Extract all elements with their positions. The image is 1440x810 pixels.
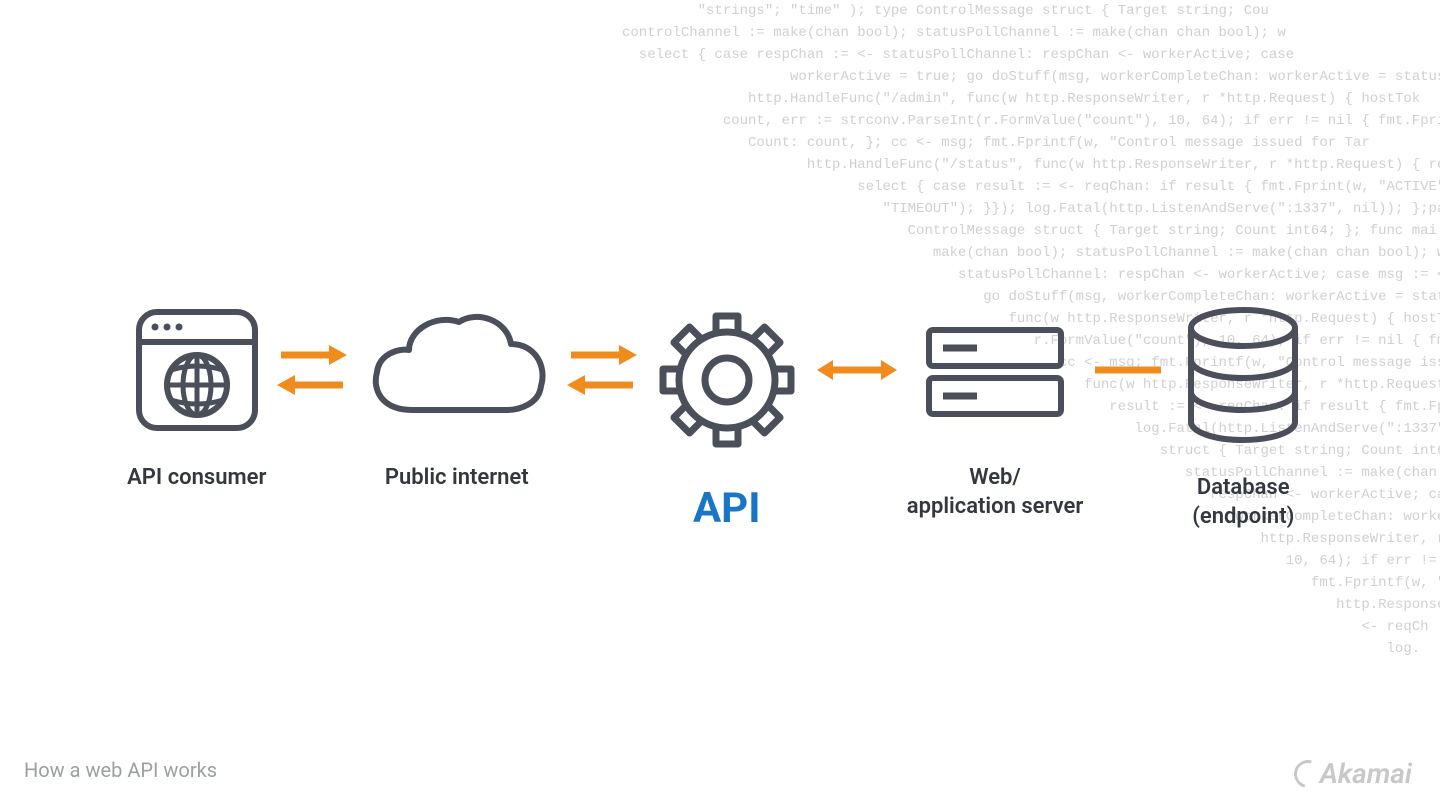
brand-text: Akamai: [1320, 757, 1412, 790]
node-api-consumer: API consumer: [127, 300, 267, 493]
node-database: Database (endpoint): [1173, 300, 1313, 531]
line-connector-icon: [1093, 364, 1163, 376]
arrow-right-icon: [567, 343, 637, 367]
arrow-left-icon: [567, 373, 637, 397]
connector-server-database: [1093, 300, 1163, 440]
label-server: Web/ application server: [907, 464, 1084, 521]
servers-icon: [915, 300, 1075, 440]
diagram-caption: How a web API works: [24, 758, 217, 782]
cloud-icon: [357, 300, 557, 440]
label-database: Database (endpoint): [1192, 474, 1294, 531]
arrow-left-icon: [277, 373, 347, 397]
connector-internet-api: [567, 300, 637, 440]
node-public-internet: Public internet: [357, 300, 557, 493]
api-flow-diagram: API consumer Public internet: [0, 300, 1440, 533]
node-api: API: [647, 300, 807, 533]
label-public-internet: Public internet: [385, 464, 529, 493]
label-api-consumer: API consumer: [127, 464, 266, 493]
node-server: Web/ application server: [907, 300, 1084, 521]
brand-logo: Akamai: [1294, 757, 1412, 790]
gear-icon: [647, 300, 807, 460]
database-icon: [1173, 300, 1313, 450]
label-api: API: [693, 484, 761, 533]
connector-consumer-internet: [277, 300, 347, 440]
browser-globe-icon: [127, 300, 267, 440]
connector-api-server: [817, 300, 897, 440]
arrow-bidirectional-icon: [817, 357, 897, 383]
arrow-right-icon: [277, 343, 347, 367]
